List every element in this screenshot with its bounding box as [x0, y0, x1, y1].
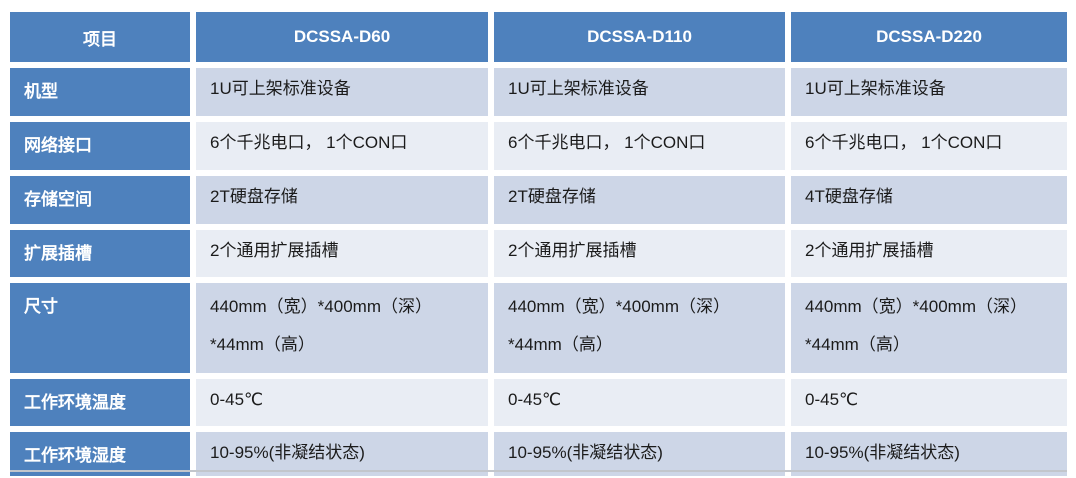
spec-cell: 6个千兆电口， 1个CON口	[791, 122, 1067, 170]
header-row: 项目 DCSSA-D60 DCSSA-D110 DCSSA-D220	[10, 12, 1067, 62]
spec-cell: 10-95%(非凝结状态)	[791, 432, 1067, 476]
spec-cell: 440mm（宽）*400mm（深） *44mm（高）	[791, 283, 1067, 373]
header-model-d60: DCSSA-D60	[196, 12, 488, 62]
row-expansion-slots: 扩展插槽 2个通用扩展插槽 2个通用扩展插槽 2个通用扩展插槽	[10, 230, 1067, 277]
spec-cell: 440mm（宽）*400mm（深） *44mm（高）	[494, 283, 785, 373]
row-label: 尺寸	[10, 283, 190, 373]
row-network-interfaces: 网络接口 6个千兆电口， 1个CON口 6个千兆电口， 1个CON口 6个千兆电…	[10, 122, 1067, 170]
row-label: 工作环境湿度	[10, 432, 190, 476]
spec-table: 项目 DCSSA-D60 DCSSA-D110 DCSSA-D220 机型 1U…	[4, 6, 1073, 478]
row-operating-humidity: 工作环境湿度 10-95%(非凝结状态) 10-95%(非凝结状态) 10-95…	[10, 432, 1067, 476]
spec-cell: 2T硬盘存储	[196, 176, 488, 224]
spec-cell: 1U可上架标准设备	[791, 68, 1067, 116]
row-storage: 存储空间 2T硬盘存储 2T硬盘存储 4T硬盘存储	[10, 176, 1067, 224]
spec-cell: 1U可上架标准设备	[494, 68, 785, 116]
spec-cell: 2个通用扩展插槽	[196, 230, 488, 277]
spec-cell: 6个千兆电口， 1个CON口	[196, 122, 488, 170]
row-label: 机型	[10, 68, 190, 116]
row-label: 扩展插槽	[10, 230, 190, 277]
row-label: 工作环境温度	[10, 379, 190, 426]
spec-cell: 1U可上架标准设备	[196, 68, 488, 116]
spec-cell: 2T硬盘存储	[494, 176, 785, 224]
spec-cell: 4T硬盘存储	[791, 176, 1067, 224]
header-model-d220: DCSSA-D220	[791, 12, 1067, 62]
bottom-divider	[10, 470, 1067, 472]
row-dimensions: 尺寸 440mm（宽）*400mm（深） *44mm（高） 440mm（宽）*4…	[10, 283, 1067, 373]
spec-cell: 0-45℃	[494, 379, 785, 426]
header-model-d110: DCSSA-D110	[494, 12, 785, 62]
row-model: 机型 1U可上架标准设备 1U可上架标准设备 1U可上架标准设备	[10, 68, 1067, 116]
spec-cell: 0-45℃	[196, 379, 488, 426]
row-label: 存储空间	[10, 176, 190, 224]
row-operating-temperature: 工作环境温度 0-45℃ 0-45℃ 0-45℃	[10, 379, 1067, 426]
spec-cell: 0-45℃	[791, 379, 1067, 426]
header-item: 项目	[10, 12, 190, 62]
row-label: 网络接口	[10, 122, 190, 170]
spec-cell: 2个通用扩展插槽	[494, 230, 785, 277]
spec-cell: 440mm（宽）*400mm（深） *44mm（高）	[196, 283, 488, 373]
spec-cell: 6个千兆电口， 1个CON口	[494, 122, 785, 170]
spec-cell: 10-95%(非凝结状态)	[494, 432, 785, 476]
spec-cell: 2个通用扩展插槽	[791, 230, 1067, 277]
spec-cell: 10-95%(非凝结状态)	[196, 432, 488, 476]
